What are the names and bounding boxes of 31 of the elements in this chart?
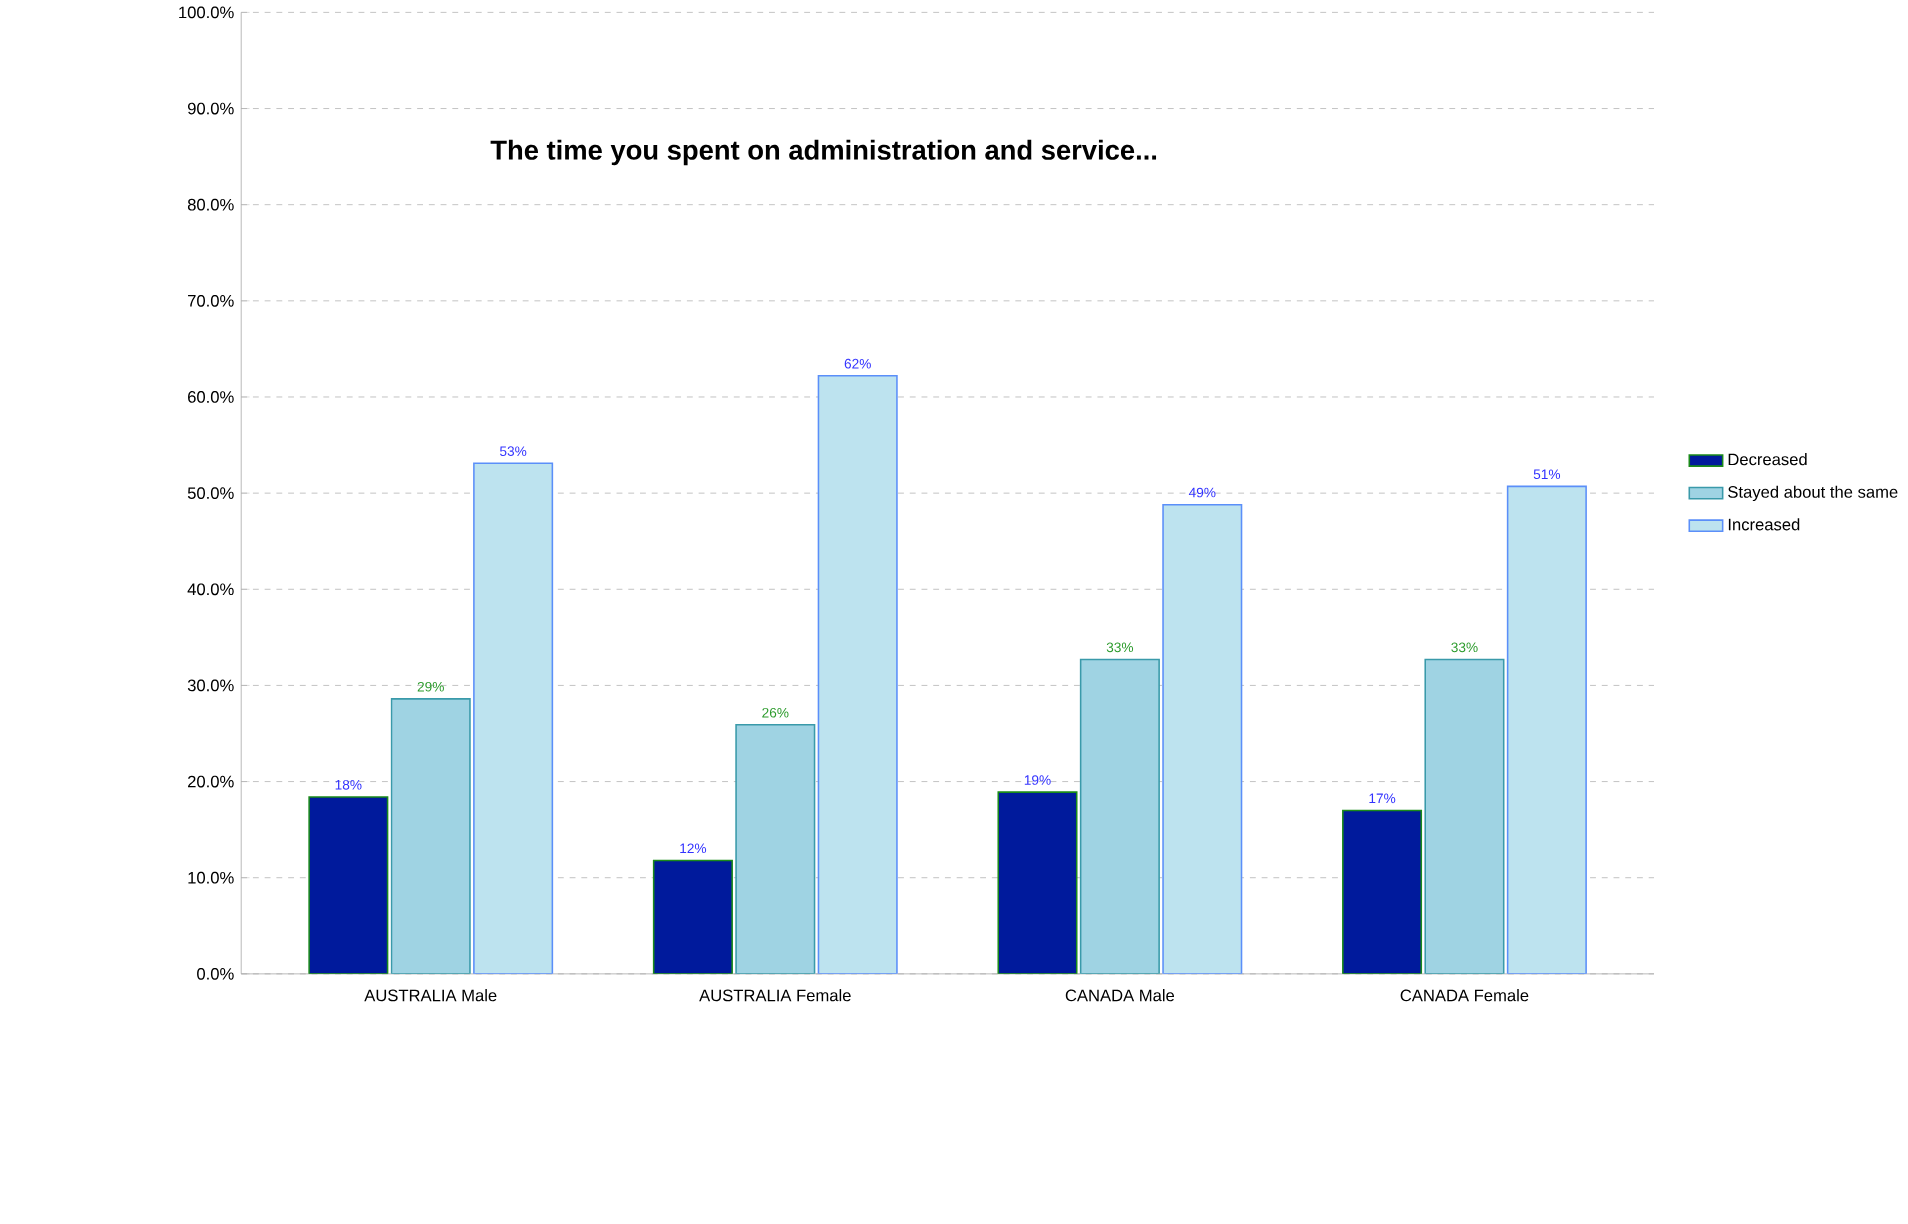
y-tick-label: 50.0% (187, 487, 234, 500)
bar (997, 791, 1078, 974)
bar (390, 698, 471, 974)
x-tick-label: CANADA Male (1065, 989, 1175, 1002)
y-tick-label: 10.0% (188, 871, 234, 884)
legend-label: Stayed about the same (1728, 485, 1898, 502)
bar (1342, 809, 1423, 974)
bar (735, 724, 816, 974)
bar (652, 859, 733, 974)
legend-label: Increased (1728, 518, 1800, 531)
x-tick-label: AUSTRALIA Female (699, 989, 851, 1002)
bar (1079, 658, 1160, 974)
y-tick-label: 70.0% (188, 295, 234, 307)
bar (1162, 503, 1243, 974)
y-tick-label: 90.0% (187, 102, 234, 115)
bar (1506, 485, 1587, 974)
y-tick-label: 80.0% (187, 198, 234, 211)
y-tick-label: 0.0% (197, 968, 234, 980)
x-tick-label: AUSTRALIA Male (364, 989, 497, 1002)
y-tick-label: 20.0% (188, 775, 234, 788)
legend-label: Decreased (1728, 453, 1807, 466)
text: The time you spent on administration and service... (490, 139, 1157, 166)
x-tick-label: CANADA Female (1400, 989, 1529, 1002)
y-tick-label: 30.0% (187, 679, 234, 692)
bar (1424, 658, 1505, 974)
bar (473, 462, 554, 974)
bar (817, 375, 898, 974)
y-tick-label: 60.0% (188, 391, 234, 403)
bar (308, 796, 389, 974)
y-tick-label: 40.0% (187, 583, 234, 596)
y-tick-label: 100.0% (179, 6, 234, 19)
